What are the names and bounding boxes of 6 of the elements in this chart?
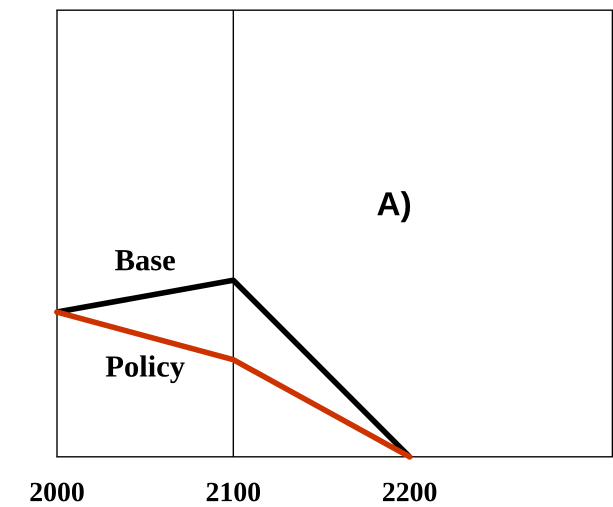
x-tick-label: 2000 <box>30 482 84 502</box>
text: A) <box>377 191 410 222</box>
x-tick-label: 2200 <box>383 482 436 502</box>
series-label: Base <box>115 250 175 270</box>
x-tick-label: 2100 <box>206 482 260 502</box>
series-label: Policy <box>106 355 185 384</box>
